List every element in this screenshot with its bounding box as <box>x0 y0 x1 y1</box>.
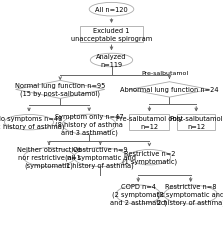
Text: Obstructive n=9
(all symptomatic and
1 history of asthma): Obstructive n=9 (all symptomatic and 1 h… <box>65 146 136 169</box>
Text: Pre-salbutamol only
n=12: Pre-salbutamol only n=12 <box>116 116 183 129</box>
Polygon shape <box>16 81 105 99</box>
Ellipse shape <box>4 115 54 130</box>
Polygon shape <box>129 82 210 98</box>
Ellipse shape <box>23 148 75 167</box>
Text: COPD n=4
(2 symptomatic
and 2 asthmatic): COPD n=4 (2 symptomatic and 2 asthmatic) <box>110 184 167 206</box>
Ellipse shape <box>90 54 133 68</box>
Ellipse shape <box>164 185 217 204</box>
Ellipse shape <box>74 148 127 167</box>
FancyBboxPatch shape <box>80 27 143 43</box>
Text: Analyzed
n=119: Analyzed n=119 <box>96 54 127 68</box>
Text: Abnormal lung function n=24: Abnormal lung function n=24 <box>120 87 219 93</box>
Ellipse shape <box>62 115 116 135</box>
Text: Restrictive n=8
(3 symptomatic and
2 history of asthma): Restrictive n=8 (3 symptomatic and 2 his… <box>157 184 223 206</box>
Text: Pre-salbutamol: Pre-salbutamol <box>142 70 189 75</box>
Text: Excluded 1
unacceptable spirogram: Excluded 1 unacceptable spirogram <box>71 28 152 42</box>
Text: Symptom only n=47
(8 history of asthma
and 3 asthmatic): Symptom only n=47 (8 history of asthma a… <box>55 114 124 136</box>
Ellipse shape <box>128 150 171 165</box>
Text: No symptoms n=48
(2 history of asthma): No symptoms n=48 (2 history of asthma) <box>0 116 64 130</box>
Text: Post-salbutamol
n=12: Post-salbutamol n=12 <box>169 116 223 129</box>
Text: All n=120: All n=120 <box>95 7 128 13</box>
Ellipse shape <box>116 185 161 204</box>
Text: Restrictive n=2
(1 symptomatic): Restrictive n=2 (1 symptomatic) <box>122 151 177 164</box>
Text: Normal lung function n=95
(15 by post-salbutamol): Normal lung function n=95 (15 by post-sa… <box>15 83 105 97</box>
Text: Neither obstructive
nor restrictive n=1
(symptomatic): Neither obstructive nor restrictive n=1 … <box>17 147 81 168</box>
Ellipse shape <box>89 3 134 17</box>
FancyBboxPatch shape <box>129 115 169 130</box>
FancyBboxPatch shape <box>177 115 215 130</box>
